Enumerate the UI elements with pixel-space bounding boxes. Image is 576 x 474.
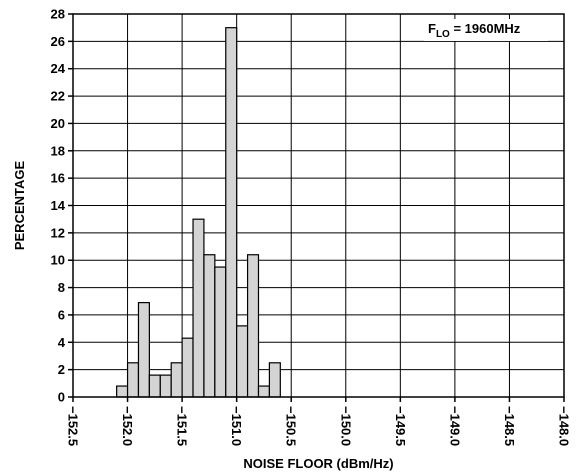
histogram-bar [225, 27, 238, 398]
x-tick-label: −150.5 [284, 406, 299, 446]
x-tick-label: −150.0 [338, 406, 353, 446]
y-tick-label: 10 [51, 253, 65, 268]
histogram-bar [257, 385, 271, 398]
histogram-bar [236, 325, 249, 398]
y-tick-label: 14 [51, 198, 66, 213]
x-tick-label: −152.5 [66, 406, 81, 446]
x-tick-label: −149.5 [393, 406, 408, 446]
x-tick-label: −151.0 [229, 406, 244, 446]
y-tick-label: 16 [51, 171, 65, 186]
y-tick-label: 20 [51, 116, 65, 131]
annotation-subscript: LO [436, 29, 450, 40]
y-tick-label: 22 [51, 89, 65, 104]
y-tick-label: 4 [58, 335, 66, 350]
histogram-bar [192, 218, 205, 398]
histogram-bar [148, 374, 161, 398]
histogram-bar [116, 385, 129, 398]
annotation-main: F [428, 21, 436, 36]
annotation-box [424, 19, 548, 41]
x-tick-label: −152.0 [120, 406, 135, 446]
x-axis-ticks: −152.5 −152.0 −151.5 −151.0 −150.5 −150.0 −149… [66, 397, 572, 446]
x-tick-label: −148.0 [557, 406, 572, 446]
x-tick-label: −149.0 [447, 406, 462, 446]
histogram-bar [181, 337, 194, 398]
histogram-bar [203, 254, 216, 398]
y-tick-label: 0 [58, 390, 65, 405]
histogram-bars [116, 27, 281, 398]
frequency-annotation: FLO = 1960MHz [428, 21, 521, 40]
histogram-bar [137, 302, 150, 398]
histogram-bar [214, 266, 227, 398]
y-tick-label: 18 [51, 143, 65, 158]
y-tick-label: 8 [58, 280, 65, 295]
histogram-bar [170, 362, 183, 398]
annotation-rest: = 1960MHz [450, 21, 521, 36]
x-tick-label: −148.5 [502, 406, 517, 446]
y-tick-label: 26 [51, 34, 65, 49]
y-tick-label: 28 [51, 7, 65, 22]
y-tick-label: 2 [58, 362, 65, 377]
histogram-bar [159, 374, 172, 398]
x-axis-label: NOISE FLOOR (dBm/Hz) [243, 456, 393, 471]
y-axis-label: PERCENTAGE [12, 161, 27, 251]
y-tick-label: 12 [51, 225, 65, 240]
x-tick-label: −151.5 [175, 406, 190, 446]
y-tick-label: 24 [51, 61, 66, 76]
histogram-bar [268, 362, 281, 398]
y-tick-label: 6 [58, 307, 65, 322]
histogram-bar [246, 254, 260, 398]
histogram-bar [126, 362, 140, 398]
